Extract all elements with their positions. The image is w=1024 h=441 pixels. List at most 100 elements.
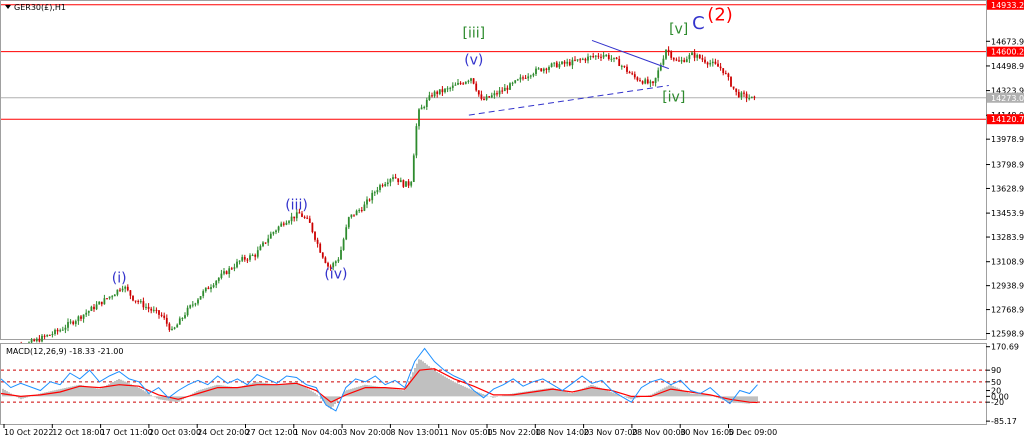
candle-body: [173, 327, 176, 329]
macd-histogram-bar: [526, 391, 528, 397]
candle-body: [228, 268, 231, 274]
macd-histogram-bar: [474, 391, 476, 397]
macd-histogram-bar: [324, 396, 326, 404]
level-price-tag: [987, 114, 1024, 125]
candle-body: [420, 107, 423, 110]
macd-histogram-bar: [126, 382, 128, 397]
macd-histogram-bar: [304, 386, 306, 397]
macd-histogram-bar: [664, 387, 666, 397]
macd-histogram-bar: [294, 382, 296, 397]
macd-histogram-bar: [414, 367, 416, 397]
macd-histogram-bar: [256, 381, 258, 397]
macd-histogram-bar: [236, 387, 238, 397]
macd-histogram-bar: [226, 386, 228, 397]
macd-histogram-bar: [392, 388, 394, 397]
candle-body: [100, 301, 103, 305]
price-tick-label: 14673.9: [991, 37, 1024, 46]
candle-body: [529, 75, 532, 77]
candle-body: [371, 192, 374, 201]
candle-body: [524, 77, 527, 79]
candle-body: [436, 91, 439, 94]
macd-histogram-bar: [744, 396, 746, 404]
macd-histogram-bar: [240, 386, 242, 397]
macd-histogram-bar: [396, 389, 398, 397]
macd-histogram-bar: [626, 396, 628, 398]
macd-histogram-bar: [600, 388, 602, 397]
macd-histogram-bar: [114, 381, 116, 397]
candle-body: [397, 178, 400, 183]
candle-body: [163, 315, 166, 318]
trendline[interactable]: [468, 85, 669, 116]
macd-histogram-bar: [690, 393, 692, 397]
macd-tick-label: 0.00: [991, 392, 1009, 401]
macd-pane-frame: [0, 343, 987, 425]
macd-histogram-bar: [432, 369, 434, 397]
macd-histogram-bar: [106, 385, 108, 397]
macd-histogram-bar: [94, 388, 96, 397]
candle-body: [506, 87, 509, 90]
macd-histogram-bar: [20, 396, 22, 400]
candle-body: [584, 58, 587, 61]
candle-body: [730, 77, 732, 87]
candle-body: [454, 84, 457, 86]
chevron-down-icon[interactable]: [5, 5, 11, 9]
macd-histogram-bar: [82, 385, 84, 397]
candle-body: [69, 321, 72, 323]
candle-body: [379, 185, 381, 191]
macd-histogram-bar: [214, 385, 216, 397]
candle-body: [717, 63, 719, 67]
macd-histogram-bar: [502, 395, 504, 397]
price-pane[interactable]: (i) (iii) (iv) (v) [iii] [iv] [v] C (2) GER30(£)…: [0, 0, 1024, 354]
macd-histogram-bar: [362, 385, 364, 397]
wave-label: (i): [112, 271, 127, 287]
candle-body: [732, 86, 735, 89]
candle-body: [748, 98, 751, 100]
candle-body: [743, 92, 745, 94]
candle-body: [241, 257, 244, 261]
macd-histogram-bar: [90, 387, 92, 397]
macd-histogram-bar: [750, 396, 752, 404]
level-price-tag: [987, 0, 1024, 10]
time-tick-label: 27 Oct 12:00: [246, 428, 298, 437]
candle-body: [134, 300, 137, 302]
macd-histogram-bar: [558, 389, 560, 397]
candle-body: [581, 58, 584, 60]
candle-body: [233, 267, 236, 269]
candle-body: [230, 268, 233, 270]
candle-body: [121, 288, 124, 291]
candle-body: [444, 88, 446, 93]
candle-body: [259, 246, 262, 251]
macd-histogram-bar: [696, 393, 698, 397]
candle-body: [243, 257, 246, 260]
macd-histogram-bar: [134, 385, 136, 397]
candle-body: [555, 62, 558, 68]
candle-body: [753, 96, 756, 98]
candle-body: [282, 223, 285, 225]
time-tick-label: 24 Oct 20:00: [197, 428, 249, 437]
candle-body: [85, 312, 88, 315]
candle-body: [410, 181, 413, 186]
macd-histogram-bar: [568, 392, 570, 397]
candle-body: [514, 80, 517, 83]
macd-histogram-bar: [244, 385, 246, 397]
candle-body: [87, 310, 90, 313]
candle-body: [355, 210, 358, 216]
candle-body: [301, 213, 303, 217]
candle-body: [425, 99, 428, 107]
macd-histogram-bar: [156, 396, 158, 399]
macd-pane[interactable]: MACD(12,26,9) -18.33 -21.00 170.69 90 5020…: [0, 343, 1020, 426]
macd-histogram-bar: [328, 396, 330, 408]
time-tick-label: 1 Nov 04:00: [294, 428, 343, 437]
macd-histogram-bar: [652, 393, 654, 397]
macd-histogram-bar: [136, 386, 138, 397]
candle-body: [701, 58, 704, 60]
candle-body: [145, 306, 147, 308]
macd-histogram-bar: [278, 384, 280, 397]
macd-histogram-bar: [74, 385, 76, 397]
trendline[interactable]: [591, 39, 670, 70]
macd-histogram-bar: [360, 385, 362, 397]
candle-body: [680, 60, 683, 62]
candle-body: [116, 289, 119, 295]
